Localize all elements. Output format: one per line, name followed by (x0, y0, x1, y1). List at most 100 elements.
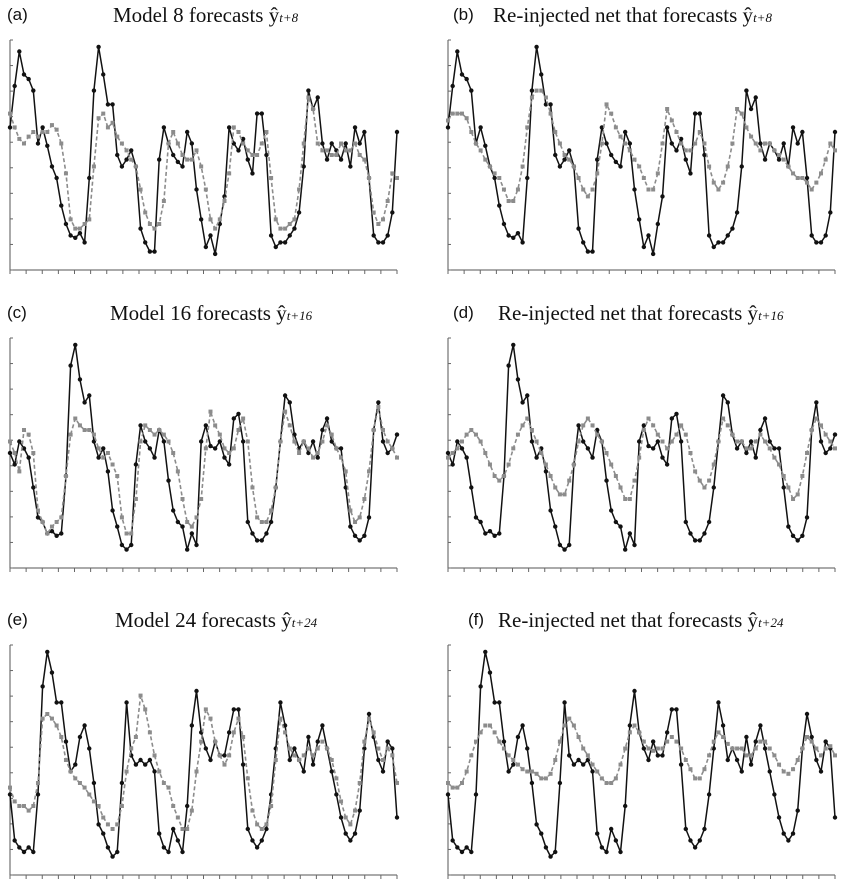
actual-point (17, 439, 22, 444)
forecast-point (91, 799, 96, 804)
actual-point (748, 106, 754, 112)
forecast-point (45, 531, 50, 536)
actual-point (357, 538, 362, 543)
actual-point (194, 187, 199, 192)
actual-point (562, 700, 567, 705)
forecast-point (273, 758, 278, 762)
forecast-point (595, 769, 600, 774)
forecast-point (553, 758, 558, 762)
actual-point (655, 221, 661, 227)
forecast-point (739, 746, 744, 751)
forecast-point (12, 125, 17, 130)
forecast-point (8, 439, 12, 444)
forecast-point (459, 439, 464, 444)
forecast-point (367, 176, 372, 180)
actual-point (259, 111, 264, 116)
forecast-point (590, 423, 595, 428)
forecast-point (660, 439, 665, 444)
forecast-point (96, 446, 101, 451)
actual-point (716, 240, 721, 245)
actual-point (376, 240, 381, 245)
actual-point (832, 129, 838, 135)
actual-point (73, 235, 78, 240)
forecast-point (231, 446, 236, 451)
forecast-point (371, 730, 376, 735)
forecast-point (618, 762, 623, 767)
actual-point (105, 469, 111, 474)
forecast-point (241, 416, 246, 421)
forecast-point (753, 439, 758, 444)
forecast-point (287, 746, 292, 751)
actual-point (147, 249, 153, 254)
forecast-point (791, 497, 796, 501)
forecast-point (716, 730, 721, 735)
forecast-point (730, 432, 735, 437)
actual-point (226, 462, 232, 467)
actual-point (487, 529, 493, 534)
actual-point (394, 432, 400, 437)
forecast-point (758, 148, 763, 153)
actual-point (236, 707, 241, 712)
actual-point (720, 393, 726, 398)
actual-point (469, 849, 474, 855)
actual-point (562, 157, 567, 162)
actual-point (96, 44, 101, 50)
actual-point (515, 734, 521, 740)
actual-point (748, 439, 754, 444)
actual-point (59, 203, 64, 208)
forecast-point (604, 102, 609, 107)
forecast-point (189, 808, 194, 813)
forecast-point (129, 157, 134, 162)
actual-point (800, 533, 805, 538)
actual-point (101, 72, 106, 77)
forecast-point (278, 226, 283, 231)
forecast-point (511, 446, 516, 451)
actual-point (31, 485, 36, 490)
actual-point (506, 233, 511, 238)
actual-point (115, 524, 120, 529)
forecast-point (497, 739, 502, 744)
actual-point (590, 249, 595, 254)
forecast-point (735, 107, 740, 111)
forecast-point (660, 141, 665, 146)
forecast-point (833, 446, 837, 451)
forecast-point (697, 478, 702, 483)
actual-point (832, 815, 838, 820)
forecast-point (497, 478, 502, 483)
forecast-point (283, 730, 288, 735)
actual-point (96, 822, 101, 827)
forecast-point (749, 753, 754, 758)
actual-point (711, 485, 716, 490)
forecast-point (385, 199, 390, 203)
forecast-point (390, 171, 395, 176)
forecast-point (357, 781, 362, 785)
actual-point (17, 49, 22, 54)
forecast-point (362, 739, 367, 744)
forecast-point (497, 176, 502, 180)
actual-point (674, 707, 679, 712)
forecast-point (800, 176, 805, 180)
forecast-series-line (9, 96, 398, 230)
actual-point (87, 746, 92, 751)
actual-point (650, 251, 656, 257)
forecast-point (557, 141, 562, 146)
actual-point (320, 723, 325, 728)
actual-point (520, 240, 525, 245)
actual-point (203, 244, 209, 250)
forecast-point (567, 157, 572, 162)
forecast-point (143, 707, 148, 712)
forecast-point (557, 492, 562, 497)
actual-point (96, 455, 101, 460)
forecast-point (180, 497, 185, 501)
forecast-point (665, 739, 670, 744)
actual-point (669, 416, 675, 421)
forecast-point (194, 515, 199, 520)
actual-point (124, 547, 129, 552)
actual-point (152, 249, 157, 254)
actual-point (562, 547, 567, 552)
forecast-point (553, 485, 558, 490)
forecast-point (245, 439, 250, 444)
actual-point (82, 400, 87, 405)
forecast-point (133, 497, 138, 501)
actual-point (180, 849, 185, 855)
